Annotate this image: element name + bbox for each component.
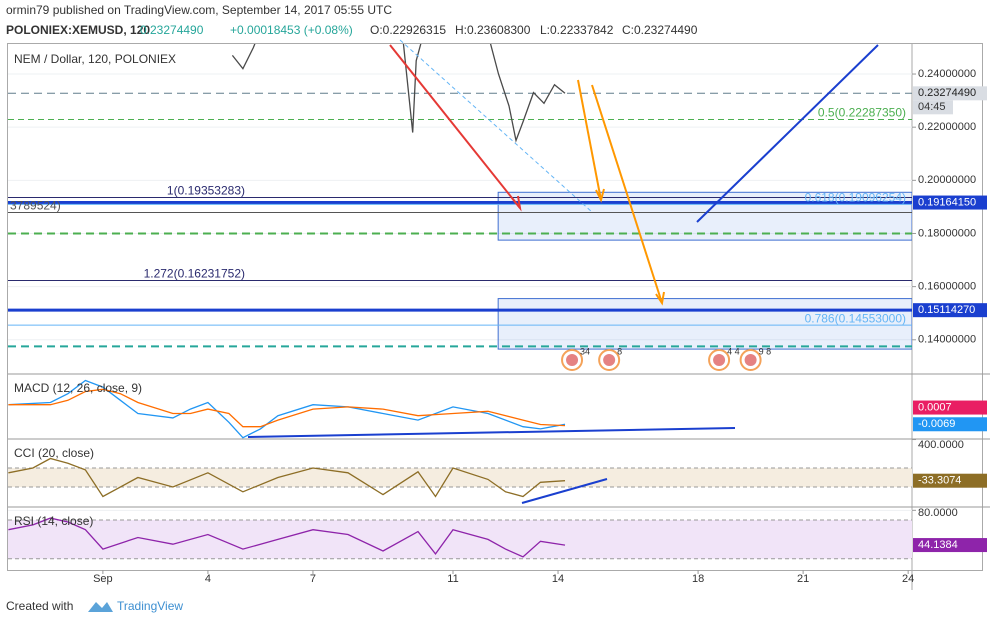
- event-flag: [713, 354, 726, 366]
- price-label: -33.3074: [918, 475, 961, 487]
- change: +0.00018453 (+0.08%): [230, 23, 353, 37]
- cci-trend-line: [521, 478, 608, 504]
- price-label-box: [913, 400, 987, 415]
- price-label-box: [913, 86, 987, 101]
- macd-trend-line: [247, 427, 736, 438]
- arrow-head: [595, 188, 605, 203]
- fib-label: 1(0.19353283): [167, 184, 245, 198]
- orange-arrow: [577, 79, 602, 201]
- plot-layer: NEM / Dollar, 120, POLONIEX 0.24000000 0.2…: [8, 44, 987, 585]
- trend-line: [696, 44, 879, 223]
- price-label: 0.0007: [918, 401, 952, 413]
- publisher: ormin79 published on TradingView.com, Se…: [6, 3, 392, 17]
- band: [8, 468, 912, 488]
- series-line: [8, 457, 566, 498]
- event-label: 4 4: [727, 346, 740, 356]
- x-tick-label: 24: [902, 573, 914, 585]
- y-tick-label: 0.24000000: [918, 68, 976, 80]
- series-line: [8, 517, 566, 558]
- price-label-box: [913, 303, 987, 318]
- event-flag: [744, 354, 757, 366]
- pane-title: NEM / Dollar, 120, POLONIEX: [14, 52, 176, 66]
- last: 0.23274490: [140, 23, 204, 37]
- y-tick-label: 0.18000000: [918, 227, 976, 239]
- band: [8, 520, 912, 559]
- zone-box: [497, 191, 912, 241]
- countdown-box: [913, 100, 953, 115]
- y-tick-label: 0.22000000: [918, 121, 976, 133]
- price-label: 0.23274490: [918, 87, 976, 99]
- arrow-head: [655, 291, 665, 306]
- event-label: 9 8: [759, 346, 772, 356]
- y-tick-label: 0.14000000: [918, 334, 976, 346]
- pane: [8, 379, 566, 439]
- y-tick-label: 0.20000000: [918, 174, 976, 186]
- y-tick-label: 80.0000: [918, 507, 958, 519]
- x-tick-label: 14: [552, 573, 564, 585]
- price-label: 0.15114270: [918, 304, 975, 316]
- fib-label: 0.618(0.19096254): [805, 191, 906, 205]
- series-line: [231, 44, 566, 143]
- x-tick-label: 7: [310, 573, 316, 585]
- pane: [8, 440, 912, 498]
- high: H:0.23608300: [455, 23, 531, 37]
- x-tick-label: 11: [447, 573, 458, 585]
- footer-created: Created with: [6, 599, 73, 613]
- price-label: 44.1384: [918, 539, 958, 551]
- arrow-head: [511, 195, 522, 212]
- footer-brand[interactable]: TradingView: [117, 599, 183, 613]
- price-label-box: [913, 538, 987, 553]
- drawings: [247, 39, 879, 504]
- low: L:0.22337842: [540, 23, 614, 37]
- pane-title: MACD (12, 26, close, 9): [14, 381, 142, 395]
- orange-arrow: [591, 84, 663, 304]
- price-label-box: [913, 417, 987, 432]
- close: C:0.23274490: [622, 23, 698, 37]
- fib-label: 1.272(0.16231752): [144, 267, 245, 281]
- pane: [8, 509, 912, 560]
- event-label: 34: [580, 346, 590, 356]
- fib-label: 0.786(0.14553000): [805, 311, 906, 325]
- x-tick-label: 21: [797, 573, 809, 585]
- dashed-trend: [399, 39, 593, 213]
- zone-box: [497, 298, 912, 350]
- price-label: -0.0069: [918, 418, 955, 430]
- event-flag: [603, 354, 616, 366]
- x-tick-label: 4: [205, 573, 211, 585]
- y-tick-label: 0.16000000: [918, 281, 976, 293]
- event-flag: [566, 354, 579, 366]
- footer: Created with TradingView: [6, 599, 183, 613]
- pane-title: RSI (14, close): [14, 514, 93, 528]
- price-label-box: [913, 195, 987, 210]
- y-tick-label: 400.0000: [918, 439, 964, 451]
- fib-label: 0.5(0.22287350): [818, 106, 906, 120]
- open: O:0.22926315: [370, 23, 446, 37]
- trend-arrow: [389, 44, 521, 209]
- event-label: 8: [617, 346, 622, 356]
- series-line: [8, 379, 566, 439]
- price-label-box: [913, 473, 987, 488]
- x-tick-label: Sep: [93, 573, 113, 585]
- x-tick-label: 18: [692, 573, 704, 585]
- countdown: 04:45: [918, 101, 946, 113]
- pane-title: CCI (20, close): [14, 446, 94, 460]
- fib-label: 3789524): [10, 199, 61, 213]
- price-label: 0.19164150: [918, 196, 976, 208]
- symbol: POLONIEX:XEMUSD, 120: [6, 23, 150, 37]
- pane: [8, 44, 912, 350]
- brand-icon: [88, 602, 113, 612]
- series-line: [8, 388, 566, 428]
